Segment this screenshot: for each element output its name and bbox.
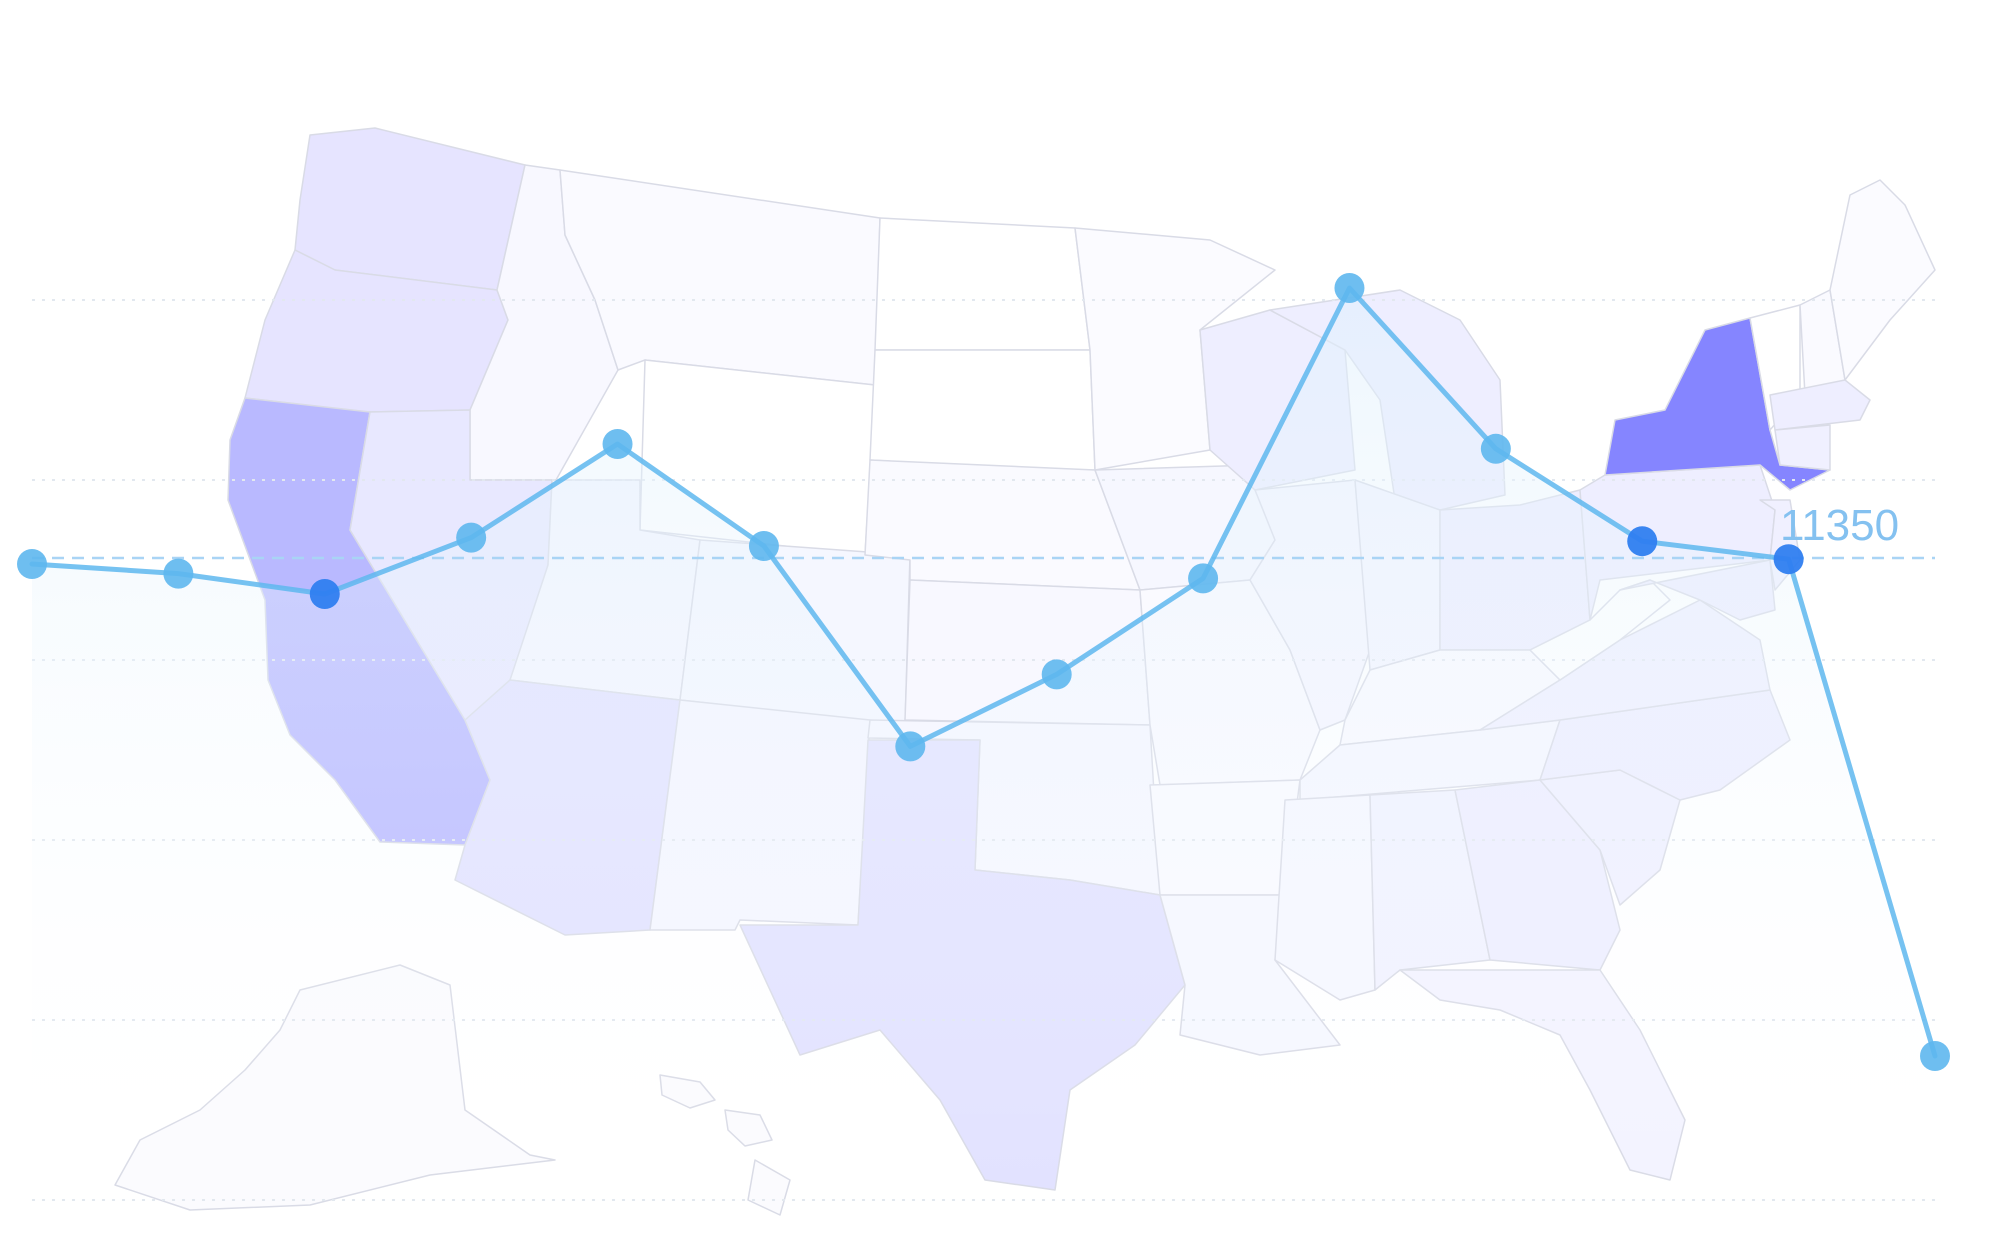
map-state-connecticut	[1774, 424, 1831, 471]
series-point[interactable]	[1188, 563, 1219, 594]
series-point[interactable]	[309, 579, 340, 609]
series-point[interactable]	[163, 558, 194, 589]
series-point[interactable]	[602, 429, 633, 459]
series-line	[29, 285, 1938, 1059]
series-point[interactable]	[1773, 544, 1804, 575]
series-point[interactable]	[1041, 659, 1072, 690]
average-markline: 11350	[32, 501, 1935, 560]
markline-label: 11350	[1780, 501, 1899, 550]
series-point[interactable]	[17, 549, 47, 579]
series-point[interactable]	[895, 731, 926, 762]
series-points	[17, 273, 1950, 1071]
series-point[interactable]	[1627, 526, 1658, 557]
map-state-washington	[294, 127, 526, 291]
series-point[interactable]	[1334, 273, 1365, 303]
map-state-massachusetts	[1769, 379, 1871, 431]
series-point[interactable]	[748, 531, 779, 561]
series-point[interactable]	[456, 522, 487, 553]
series-point[interactable]	[1920, 1041, 1950, 1071]
series-point[interactable]	[1480, 433, 1511, 464]
map-state-south-dakota	[869, 349, 1096, 471]
map-state-north-dakota	[874, 217, 1091, 351]
map-state-maine	[1829, 179, 1936, 381]
